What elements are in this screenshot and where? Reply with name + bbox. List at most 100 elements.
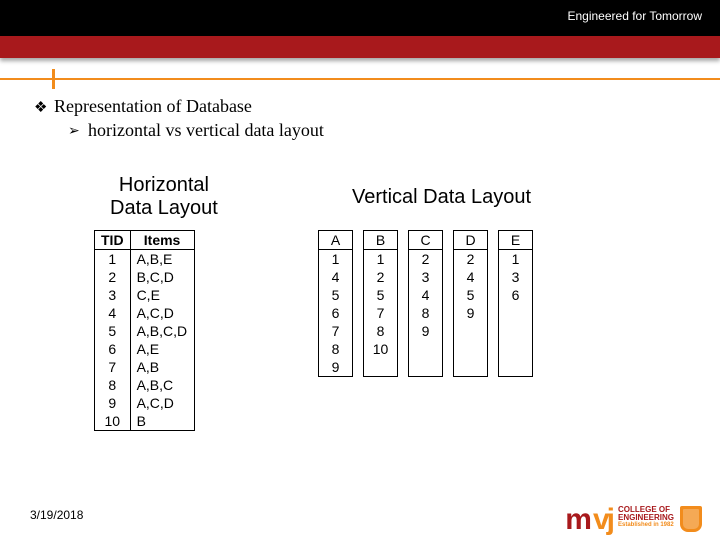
cell-tid: 4 <box>95 304 131 322</box>
cell-value: 8 <box>319 340 353 358</box>
cell-value: 1 <box>319 250 353 269</box>
table-row: 9 <box>319 358 353 377</box>
table-row <box>409 358 443 376</box>
table-row: 4 <box>319 268 353 286</box>
mvj-logo: mvj COLLEGE OF ENGINEERING Established i… <box>565 506 702 530</box>
bullet-level1-text: Representation of Database <box>54 96 252 116</box>
table-row: 1A,B,E <box>95 250 195 269</box>
table-row: 1 <box>364 250 398 269</box>
vertical-tables-container: A1456789B1257810C23489D2459E136 <box>318 230 533 377</box>
table-row: 10B <box>95 412 195 431</box>
red-band <box>0 36 720 58</box>
cell-items: A,B,C,D <box>130 322 194 340</box>
cell-value: 5 <box>319 286 353 304</box>
cell-items: A,B,E <box>130 250 194 269</box>
bullet-level1: Representation of Database <box>36 96 252 117</box>
cell-tid: 3 <box>95 286 131 304</box>
cell-items: A,E <box>130 340 194 358</box>
table-row: 6A,E <box>95 340 195 358</box>
logo-crest-icon <box>680 506 702 532</box>
cell-value <box>454 358 488 376</box>
table-row: 2 <box>364 268 398 286</box>
cell-items: C,E <box>130 286 194 304</box>
table-row: 2 <box>409 250 443 269</box>
table-row <box>499 340 533 358</box>
table-row: 9 <box>454 304 488 322</box>
vertical-column-table: E136 <box>498 230 533 377</box>
cell-items: B,C,D <box>130 268 194 286</box>
bullet-level2: horizontal vs vertical data layout <box>72 120 324 141</box>
cell-items: A,B <box>130 358 194 376</box>
table-row: 3 <box>499 268 533 286</box>
cell-tid: 9 <box>95 394 131 412</box>
logo-subtext: COLLEGE OF ENGINEERING Established in 19… <box>618 506 674 528</box>
cell-value <box>499 322 533 340</box>
table-row <box>454 358 488 376</box>
table-row <box>499 304 533 322</box>
cell-items: A,C,D <box>130 394 194 412</box>
vertical-column-table: A1456789 <box>318 230 353 377</box>
vertical-column-table: C23489 <box>408 230 443 377</box>
cell-value: 1 <box>364 250 398 269</box>
col-tid: TID <box>95 231 131 250</box>
cell-value <box>499 304 533 322</box>
cell-value: 8 <box>409 304 443 322</box>
cell-value: 9 <box>319 358 353 377</box>
table-row <box>364 358 398 376</box>
logo-vj: vj <box>593 509 612 530</box>
logo-sub2: ENGINEERING <box>618 513 674 522</box>
vertical-col-header: D <box>454 231 488 250</box>
vertical-layout-title: Vertical Data Layout <box>352 186 531 209</box>
cell-tid: 5 <box>95 322 131 340</box>
table-row: 3C,E <box>95 286 195 304</box>
table-row: 9 <box>409 322 443 340</box>
cell-value: 2 <box>409 250 443 269</box>
cell-value <box>409 358 443 376</box>
cell-items: B <box>130 412 194 431</box>
vertical-column-table: D2459 <box>453 230 488 377</box>
vertical-col-header: B <box>364 231 398 250</box>
cell-value: 1 <box>499 250 533 269</box>
cell-value <box>454 322 488 340</box>
logo-m: m <box>565 509 589 530</box>
cell-value <box>499 358 533 376</box>
cell-value: 4 <box>409 286 443 304</box>
cell-value: 7 <box>319 322 353 340</box>
cell-tid: 10 <box>95 412 131 431</box>
cell-value: 7 <box>364 304 398 322</box>
table-row: 6 <box>319 304 353 322</box>
table-row: 8 <box>319 340 353 358</box>
cell-value: 9 <box>409 322 443 340</box>
cell-value: 2 <box>364 268 398 286</box>
cell-value: 3 <box>499 268 533 286</box>
cell-value: 2 <box>454 250 488 269</box>
cell-value: 10 <box>364 340 398 358</box>
table-row: 4A,C,D <box>95 304 195 322</box>
cell-value: 6 <box>319 304 353 322</box>
vertical-col-header: C <box>409 231 443 250</box>
table-row: 7 <box>319 322 353 340</box>
cell-items: A,C,D <box>130 304 194 322</box>
bullet-level2-text: horizontal vs vertical data layout <box>88 120 324 140</box>
table-row: 7A,B <box>95 358 195 376</box>
table-row: 5 <box>454 286 488 304</box>
cell-value <box>499 340 533 358</box>
col-items: Items <box>130 231 194 250</box>
horizontal-table: TID Items 1A,B,E2B,C,D3C,E4A,C,D5A,B,C,D… <box>94 230 195 431</box>
table-row: 1 <box>319 250 353 269</box>
table-row: 8 <box>364 322 398 340</box>
cell-tid: 8 <box>95 376 131 394</box>
table-row <box>454 322 488 340</box>
table-row: 6 <box>499 286 533 304</box>
table-row: 8 <box>409 304 443 322</box>
table-row: 10 <box>364 340 398 358</box>
cell-tid: 7 <box>95 358 131 376</box>
table-row: 1 <box>499 250 533 269</box>
logo-established: Established in 1982 <box>618 522 674 528</box>
tagline-text: Engineered for Tomorrow <box>567 9 702 23</box>
table-row: 9A,C,D <box>95 394 195 412</box>
table-row: 2 <box>454 250 488 269</box>
vertical-col-header: E <box>499 231 533 250</box>
cell-items: A,B,C <box>130 376 194 394</box>
table-row: 5A,B,C,D <box>95 322 195 340</box>
